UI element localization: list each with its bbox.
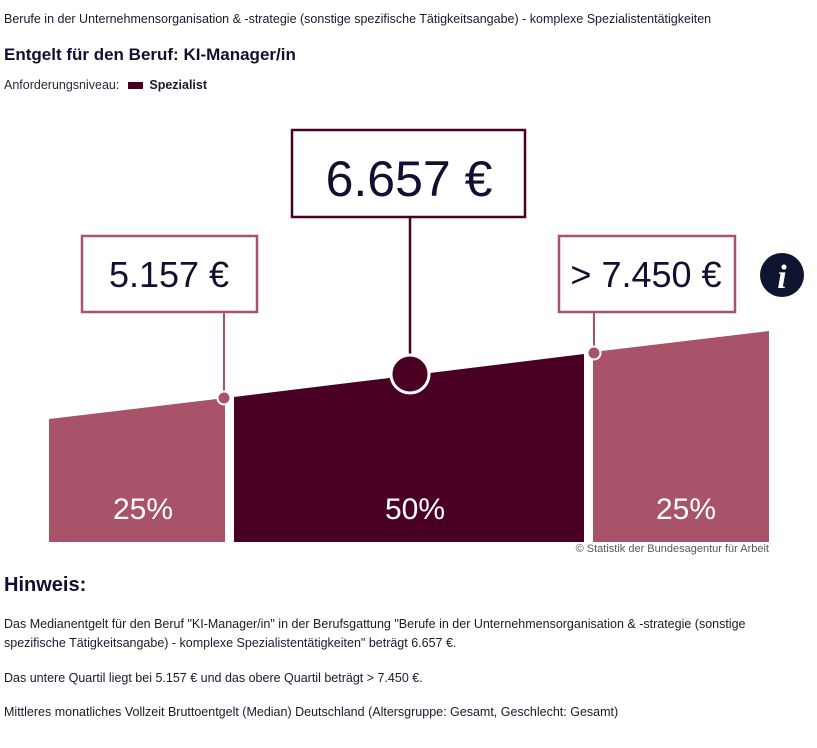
info-icon[interactable]: i (760, 253, 804, 297)
hint-paragraph-median: Das Medianentgelt für den Beruf "KI-Mana… (4, 617, 746, 650)
level-swatch (128, 81, 144, 89)
share-label-upper: 25% (656, 493, 716, 526)
hint-title: Hinweis: (4, 574, 87, 596)
page-title: Entgelt für den Beruf: KI-Manager/in (4, 45, 296, 64)
marker-value-upper: > 7.450 € (570, 254, 721, 295)
share-label-lower: 25% (113, 493, 173, 526)
marker-box-median (290, 128, 527, 219)
hint-paragraph-definition: Mittleres monatliches Vollzeit Bruttoent… (4, 705, 619, 719)
chart-source: © Statistik der Bundesagentur für Arbeit (575, 543, 769, 555)
segment-middle-half (234, 354, 584, 542)
segment-lower-quartile (49, 398, 225, 542)
salary-chart: 25% 50% 25% 5.157 € 6.657 € > 7.450 € i (49, 128, 804, 542)
marker-dot-lower (216, 390, 232, 406)
marker-box-upper (557, 234, 737, 314)
hint-paragraph-quartiles: Das untere Quartil liegt bei 5.157 € und… (4, 671, 423, 685)
marker-value-median: 6.657 € (326, 151, 493, 207)
segment-upper-quartile (593, 331, 769, 542)
level-legend: Anforderungsniveau: Spezialist (4, 78, 207, 92)
level-value: Spezialist (149, 78, 208, 92)
marker-dot-median (389, 353, 431, 395)
share-label-middle: 50% (385, 493, 445, 526)
svg-text:i: i (777, 259, 787, 296)
marker-dot-upper (586, 345, 602, 361)
marker-value-lower: 5.157 € (109, 254, 229, 295)
level-label: Anforderungsniveau: (4, 78, 120, 92)
occupation-title: Berufe in der Unternehmensorganisation &… (4, 12, 712, 26)
marker-box-lower (80, 234, 259, 314)
